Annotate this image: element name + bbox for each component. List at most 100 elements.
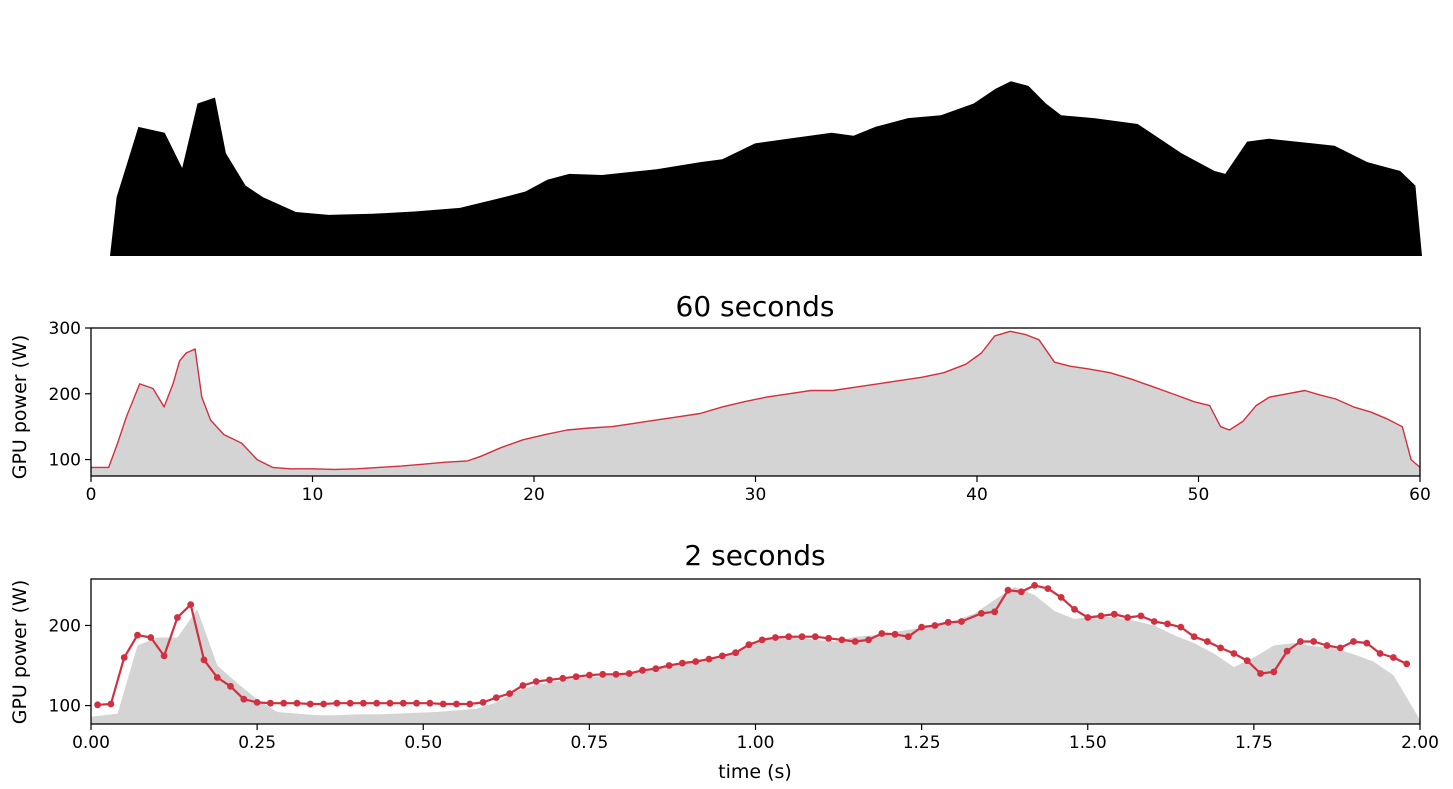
data-point bbox=[506, 690, 513, 697]
x-axis-label: time (s) bbox=[718, 761, 792, 783]
power-line bbox=[91, 330, 1420, 471]
data-point bbox=[705, 655, 713, 663]
data-point bbox=[479, 699, 487, 706]
data-point bbox=[360, 699, 367, 707]
data-point bbox=[851, 638, 859, 645]
data-point bbox=[280, 699, 288, 707]
data-point bbox=[519, 682, 527, 689]
data-point bbox=[1124, 614, 1131, 621]
data-point bbox=[333, 699, 341, 707]
data-point bbox=[386, 699, 394, 707]
data-point bbox=[532, 678, 540, 685]
axis-ticks: 0.00 0.25 0.50 0.75 1.00 1.25 1.50 1.75 2.00 100 2… bbox=[49, 616, 1439, 753]
data-point bbox=[692, 658, 700, 665]
y-axis-label: GPU power (W) bbox=[9, 335, 31, 480]
data-point bbox=[399, 699, 407, 707]
x-tick-label: 10 bbox=[302, 485, 324, 505]
y-tick-label: 100 bbox=[49, 451, 81, 471]
data-point bbox=[586, 671, 593, 679]
data-point bbox=[1071, 606, 1078, 613]
data-point bbox=[1137, 612, 1145, 620]
data-point bbox=[94, 701, 101, 709]
data-point bbox=[453, 700, 460, 708]
data-point bbox=[1190, 633, 1198, 641]
data-point bbox=[200, 656, 208, 664]
data-point bbox=[865, 636, 872, 644]
data-point bbox=[1336, 644, 1344, 652]
data-point bbox=[1243, 657, 1251, 665]
data-point bbox=[931, 622, 939, 629]
data-point bbox=[253, 699, 261, 706]
data-point bbox=[413, 699, 420, 707]
x-tick-label: 0.50 bbox=[404, 733, 442, 753]
data-point bbox=[785, 633, 793, 641]
x-tick-label: 40 bbox=[966, 485, 988, 505]
data-point bbox=[559, 674, 567, 682]
data-point bbox=[1204, 638, 1211, 645]
data-point bbox=[758, 636, 766, 644]
x-tick-label: 2.00 bbox=[1401, 733, 1439, 753]
x-tick-label: 0.75 bbox=[570, 733, 608, 753]
x-tick-label: 1.25 bbox=[903, 733, 941, 753]
data-point bbox=[599, 670, 607, 678]
data-point bbox=[1017, 588, 1025, 596]
data-point bbox=[1150, 618, 1158, 625]
data-point bbox=[718, 652, 726, 660]
data-point bbox=[1217, 644, 1224, 652]
data-point bbox=[1230, 650, 1238, 657]
data-point bbox=[1044, 585, 1052, 592]
data-point bbox=[320, 700, 327, 708]
y-tick-label: 100 bbox=[49, 697, 81, 717]
data-point bbox=[174, 614, 181, 621]
data-point bbox=[1390, 654, 1397, 661]
x-tick-label: 0 bbox=[86, 485, 97, 505]
x-tick-label: 0.25 bbox=[238, 733, 276, 753]
data-point bbox=[679, 659, 686, 667]
data-point bbox=[811, 633, 819, 641]
x-tick-label: 50 bbox=[1188, 485, 1210, 505]
y-axis-label: GPU power (W) bbox=[9, 580, 31, 725]
data-point bbox=[426, 699, 434, 707]
data-point bbox=[213, 674, 221, 681]
data-point bbox=[240, 695, 248, 703]
data-point bbox=[1297, 638, 1304, 645]
data-point bbox=[1363, 639, 1371, 647]
data-point bbox=[107, 700, 115, 708]
data-point bbox=[546, 676, 553, 684]
data-point bbox=[227, 682, 234, 690]
data-point bbox=[732, 649, 739, 657]
data-point bbox=[958, 618, 965, 625]
data-point bbox=[147, 634, 155, 641]
data-point bbox=[466, 700, 474, 708]
data-point bbox=[1004, 586, 1012, 594]
data-point bbox=[1283, 647, 1291, 655]
x-tick-label: 1.00 bbox=[737, 733, 775, 753]
data-point bbox=[1323, 642, 1331, 649]
data-point bbox=[1310, 638, 1318, 645]
data-point bbox=[665, 662, 673, 669]
data-point bbox=[639, 666, 646, 674]
data-point bbox=[772, 634, 779, 641]
silhouette-area bbox=[110, 81, 1422, 256]
data-point bbox=[891, 630, 899, 638]
data-point bbox=[878, 630, 886, 637]
data-point bbox=[1376, 650, 1384, 657]
data-point bbox=[652, 665, 660, 673]
plot-area bbox=[90, 327, 1421, 477]
x-tick-label: 60 bbox=[1409, 485, 1431, 505]
data-point bbox=[187, 601, 195, 608]
x-tick-label: 0.00 bbox=[72, 733, 110, 753]
data-point bbox=[439, 700, 447, 708]
y-tick-label: 200 bbox=[49, 616, 81, 636]
y-tick-label: 200 bbox=[49, 385, 81, 405]
y-tick-label: 300 bbox=[49, 319, 81, 339]
data-point bbox=[1177, 623, 1185, 631]
data-point bbox=[918, 623, 925, 631]
data-point bbox=[745, 641, 753, 649]
data-point bbox=[267, 699, 274, 707]
data-point bbox=[120, 654, 128, 661]
data-point bbox=[1403, 660, 1411, 668]
chart-title: 60 seconds bbox=[676, 290, 835, 323]
data-point bbox=[904, 633, 912, 641]
data-point bbox=[306, 700, 314, 708]
